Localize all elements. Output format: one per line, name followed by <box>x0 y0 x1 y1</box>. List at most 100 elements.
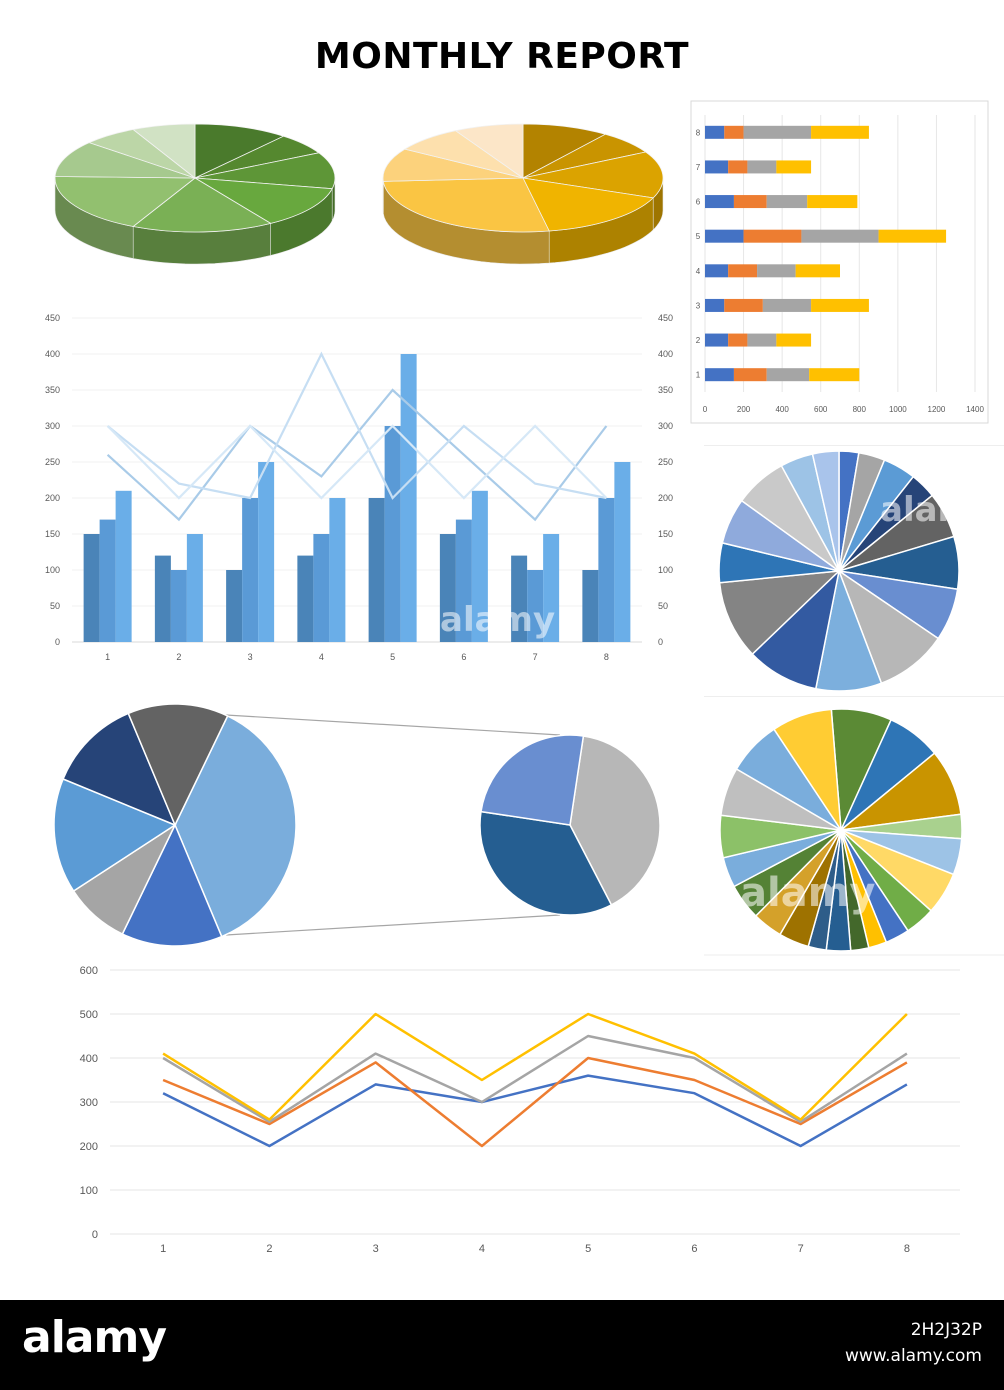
x-tick-label: 6 <box>691 1243 697 1255</box>
pie-slice-4 <box>194 177 333 224</box>
x-tick-label: 4 <box>319 652 324 662</box>
pie-slice-1 <box>522 123 607 179</box>
pie-slice-9 <box>132 123 196 179</box>
y-tick-label: 4 <box>696 267 701 276</box>
bar-segment <box>766 195 808 209</box>
bar-segment <box>724 298 763 312</box>
y-tick-label-right: 350 <box>658 385 673 395</box>
y-tick-label-right: 100 <box>658 565 673 575</box>
y-tick-label-left: 0 <box>55 637 60 647</box>
x-tick-label: 8 <box>904 1243 910 1255</box>
pie-slice-3 <box>522 151 664 199</box>
x-tick-label: 5 <box>390 652 395 662</box>
bar-segment <box>733 195 767 209</box>
primary-pie-slice-5 <box>62 712 177 827</box>
y-tick-label: 500 <box>80 1009 98 1021</box>
bar-segment <box>807 195 858 209</box>
bar <box>471 490 488 642</box>
bar-segment <box>766 368 810 382</box>
alamy-logo: alamy <box>22 1312 167 1363</box>
y-tick-label-left: 400 <box>45 349 60 359</box>
y-tick-label-left: 100 <box>45 565 60 575</box>
y-tick-label-left: 300 <box>45 421 60 431</box>
bar-segment <box>728 264 758 278</box>
x-tick-label: 8 <box>604 652 609 662</box>
y-tick-label-right: 150 <box>658 529 673 539</box>
y-tick-label-left: 150 <box>45 529 60 539</box>
pie16-slice-8 <box>837 569 940 685</box>
x-tick-label: 1 <box>105 652 110 662</box>
bar-segment <box>757 264 796 278</box>
bar <box>115 490 132 642</box>
y-tick-label: 100 <box>80 1185 98 1197</box>
secondary-pie-slice-2 <box>479 810 613 916</box>
y-tick-label-left: 450 <box>45 313 60 323</box>
bar-segment <box>724 125 744 139</box>
x-tick-label: 5 <box>585 1243 591 1255</box>
bar <box>582 570 599 642</box>
bar <box>543 534 560 642</box>
pie-slice-5 <box>132 177 272 233</box>
secondary-pie-slice-1 <box>569 735 661 906</box>
pie-slice-4 <box>522 177 655 232</box>
bar <box>439 534 456 642</box>
x-tick-label: 600 <box>814 405 828 414</box>
bar-segment <box>776 333 812 347</box>
y-tick-label-right: 400 <box>658 349 673 359</box>
y-tick-label: 400 <box>80 1053 98 1065</box>
primary-pie-slice-2 <box>121 823 223 947</box>
blue-multi-slice-pie-chart <box>704 445 1004 697</box>
series-line-4 <box>162 1012 908 1121</box>
connector-line-top <box>225 714 561 736</box>
series-line-1 <box>162 1074 908 1148</box>
page-title: MONTHLY REPORT <box>314 36 690 77</box>
bar-segment <box>705 125 725 139</box>
y-tick-label: 2 <box>696 336 701 345</box>
image-id: 2H2J32P <box>910 1320 982 1340</box>
y-tick-label: 3 <box>696 301 701 310</box>
x-tick-label: 1200 <box>928 405 946 414</box>
bar-segment <box>776 160 812 174</box>
series-line-2 <box>162 1056 908 1148</box>
y-tick-label-left: 350 <box>45 385 60 395</box>
bar-segment <box>728 333 748 347</box>
bar-segment <box>809 368 860 382</box>
bar <box>186 534 203 642</box>
bar-segment <box>878 229 947 243</box>
connector-line-bottom <box>225 914 561 936</box>
bar <box>99 519 116 642</box>
x-tick-label: 1400 <box>966 405 984 414</box>
pie-of-pie-chart <box>53 703 661 947</box>
y-tick-label: 7 <box>696 163 701 172</box>
y-tick-label: 1 <box>696 371 701 380</box>
y-tick-label: 0 <box>92 1229 98 1241</box>
colorful-multi-slice-pie-chart <box>704 708 1004 956</box>
bar <box>226 570 243 642</box>
bar-segment <box>811 125 869 139</box>
bar-segment <box>705 195 734 209</box>
pie20-slice-20 <box>772 708 842 833</box>
x-tick-label: 2 <box>266 1243 272 1255</box>
y-tick-label-left: 50 <box>50 601 60 611</box>
pie-slice-3 <box>194 152 336 190</box>
secondary-pie-slice-3 <box>480 734 585 826</box>
pie-slice-6 <box>54 176 197 227</box>
bar <box>598 498 615 642</box>
bar-segment <box>705 264 729 278</box>
y-tick-label-right: 200 <box>658 493 673 503</box>
y-tick-label: 200 <box>80 1141 98 1153</box>
bar <box>83 534 100 642</box>
pie16-slice-11 <box>718 570 842 656</box>
bar <box>258 462 275 642</box>
y-tick-label: 6 <box>696 198 701 207</box>
x-tick-label: 3 <box>373 1243 379 1255</box>
bar <box>368 498 385 642</box>
pie-slice-8 <box>454 123 524 179</box>
bar-segment <box>705 368 734 382</box>
bar <box>313 534 330 642</box>
bar-segment <box>747 160 777 174</box>
series-line-1 <box>106 388 608 522</box>
gold-3d-pie-chart <box>382 123 664 265</box>
y-tick-label-left: 250 <box>45 457 60 467</box>
bar-segment <box>795 264 840 278</box>
